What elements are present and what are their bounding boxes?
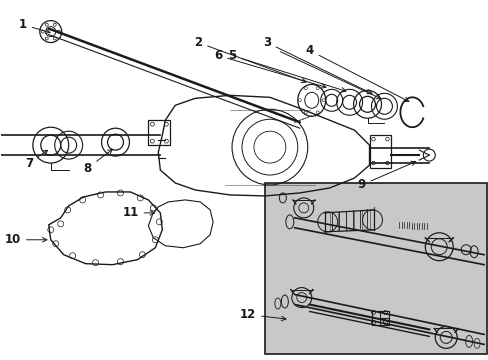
Bar: [369, 135, 390, 168]
Text: 2: 2: [194, 36, 305, 82]
Text: 11: 11: [122, 206, 154, 219]
Text: 7: 7: [25, 150, 47, 170]
Text: 6: 6: [214, 49, 325, 88]
Text: 1: 1: [19, 18, 50, 33]
Text: 8: 8: [83, 149, 112, 175]
Text: 3: 3: [263, 36, 371, 94]
Text: 10: 10: [5, 233, 47, 246]
Text: 12: 12: [240, 308, 285, 321]
Bar: [264, 183, 486, 354]
Text: 9: 9: [357, 161, 415, 192]
Bar: [148, 120, 170, 145]
Text: 5: 5: [227, 49, 345, 92]
Bar: [371, 311, 388, 325]
Text: 4: 4: [305, 44, 408, 102]
